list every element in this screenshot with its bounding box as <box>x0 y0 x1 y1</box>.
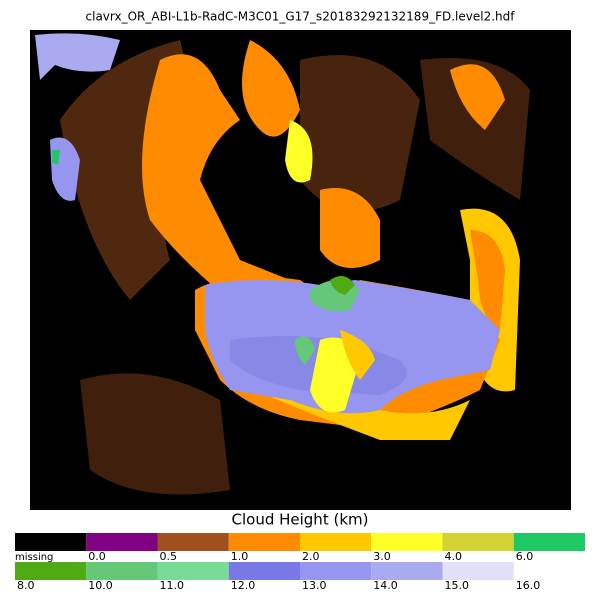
color-swatch <box>228 533 300 551</box>
colorbar-tick-label: 6.0 <box>516 550 534 563</box>
colorbar-tick-label: 0.5 <box>160 550 178 563</box>
color-swatch <box>300 562 372 580</box>
color-swatch <box>157 562 229 580</box>
colorbar-tick-label: 0.0 <box>88 550 106 563</box>
color-swatch <box>86 533 158 551</box>
colorbar-tick-label: 1.0 <box>231 550 249 563</box>
color-swatch <box>157 533 229 551</box>
color-swatch <box>442 533 514 551</box>
colorbar-tick-label: 12.0 <box>231 579 256 592</box>
color-swatch <box>371 562 443 580</box>
color-swatch <box>371 533 443 551</box>
color-swatch <box>86 562 158 580</box>
colorbar-tick-label: 15.0 <box>445 579 470 592</box>
colorbar-tick-label: 8.0 <box>17 579 35 592</box>
colorbar-tick-label: 10.0 <box>88 579 113 592</box>
satellite-image <box>30 30 571 510</box>
colorbar-tick-label: 3.0 <box>373 550 391 563</box>
colorbar-tick-label: missing <box>15 552 53 563</box>
colorbar: missing 0.0 0.5 1.0 2.0 3.0 4.0 6.0 8.0 10.0 11.0 1… <box>15 533 585 592</box>
image-title: clavrx_OR_ABI-L1b-RadC-M3C01_G17_s201832… <box>86 10 516 24</box>
colorbar-tick-label: 11.0 <box>160 579 185 592</box>
color-swatch <box>15 533 87 551</box>
colorbar-tick-label: 14.0 <box>373 579 398 592</box>
colorbar-tick-label: 2.0 <box>302 550 320 563</box>
colorbar-label: Cloud Height (km) <box>232 511 369 529</box>
colorbar-tick-label: 16.0 <box>516 579 541 592</box>
color-swatch <box>228 562 300 580</box>
color-swatch <box>513 533 585 551</box>
colorbar-tick-label: 13.0 <box>302 579 327 592</box>
color-swatch <box>442 562 514 580</box>
color-swatch <box>15 562 87 580</box>
colorbar-tick-label: 4.0 <box>445 550 463 563</box>
color-swatch <box>300 533 372 551</box>
